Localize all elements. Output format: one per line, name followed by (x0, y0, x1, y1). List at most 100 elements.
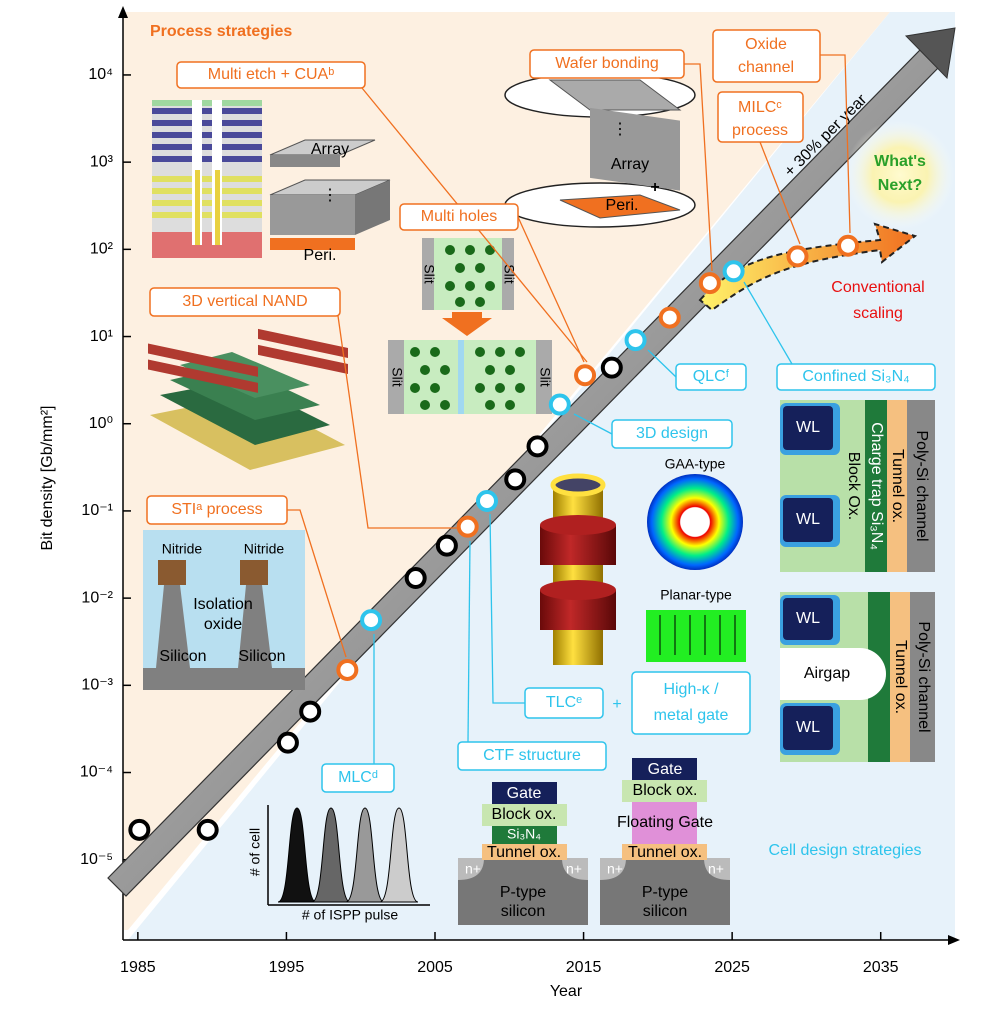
illustration-shape (550, 473, 606, 497)
x-tick-label: 2035 (863, 959, 899, 976)
y-tick-label: 10⁰ (89, 415, 113, 432)
annotation-text: + (612, 696, 621, 713)
y-tick-label: 10⁻⁴ (80, 764, 113, 781)
illustration-shape (783, 706, 833, 750)
annotation-text: silicon (501, 903, 545, 920)
illustration-shape (717, 91, 804, 143)
illustration-shape (152, 156, 262, 162)
illustration-shape (152, 132, 262, 138)
annotation-text: Si₃N₄ (507, 826, 541, 842)
illustration-shape (485, 245, 495, 255)
annotation-text: High-κ / (663, 681, 719, 698)
data-point (658, 306, 681, 329)
annotation-text: P-type (642, 884, 688, 901)
illustration-shape (783, 598, 833, 640)
annotation-text: P-type (500, 884, 546, 901)
data-point (504, 468, 527, 491)
illustration-shape (430, 347, 440, 357)
annotation-text: ⋮ (322, 187, 338, 204)
illustration-shape (422, 238, 434, 310)
data-point (698, 272, 721, 295)
annotation-text: 3D vertical NAND (182, 293, 307, 310)
illustration-shape (482, 804, 567, 826)
group (148, 328, 348, 393)
illustration-shape (258, 328, 348, 358)
illustration-shape (622, 780, 707, 802)
data-point (336, 658, 359, 681)
annotation-text: Floating Gate (617, 814, 713, 831)
illustration-shape (399, 203, 519, 231)
annotation-text: Tunnel ox. (487, 844, 561, 861)
illustration-shape (632, 802, 697, 844)
annotation-text: Multi etch + CUAᵇ (208, 66, 335, 83)
annotation-text: Silicon (159, 648, 206, 665)
annotation-text: Wafer bonding (555, 55, 658, 72)
illustration-shape (632, 758, 697, 780)
illustration-shape (152, 144, 262, 150)
annotation-text: GAA-type (665, 456, 726, 472)
data-point (548, 393, 571, 416)
data-point (786, 245, 809, 268)
illustration-shape (215, 170, 220, 245)
illustration-shape (485, 365, 495, 375)
illustration-shape (647, 474, 743, 570)
x-tick-label: 2025 (714, 959, 750, 976)
annotation-text: process (732, 122, 788, 139)
illustration-shape (311, 807, 351, 903)
x-tick-label: 2015 (566, 959, 602, 976)
x-tick-label: 2005 (417, 959, 453, 976)
annotation-text: 3D design (636, 425, 708, 442)
illustration-shape (152, 176, 262, 182)
y-tick-label: 10⁻¹ (81, 502, 113, 519)
data-point (722, 260, 745, 283)
illustration-shape (495, 347, 505, 357)
illustration-shape (780, 648, 886, 700)
annotation-text: Multi holes (421, 208, 497, 225)
illustration-shape (622, 844, 707, 860)
annotation-text: Tunnel ox. (889, 449, 906, 523)
annotation-text: CTF structure (483, 747, 581, 764)
annotation-text: Tunnel ox. (892, 640, 909, 714)
annotation-text: Slit (501, 264, 517, 284)
data-point (600, 356, 623, 379)
data-point (456, 515, 479, 538)
illustration-shape (505, 400, 515, 410)
illustration-shape (455, 263, 465, 273)
y-tick-label: 10⁻² (81, 589, 113, 606)
illustration-shape (536, 340, 552, 414)
annotation-text: Gate (507, 785, 542, 802)
illustration-shape (270, 155, 340, 167)
data-point (476, 489, 498, 512)
illustration-shape (118, 6, 128, 18)
leader-line (820, 54, 851, 234)
illustration-shape (845, 120, 955, 230)
annotation-text: Block Ox. (845, 452, 862, 520)
illustration-shape (455, 297, 465, 307)
illustration-shape (675, 363, 747, 391)
illustration-shape (152, 108, 262, 114)
annotation-text: TLCᵉ (546, 694, 582, 711)
leader-line (647, 349, 677, 378)
illustration-shape (783, 498, 833, 542)
annotation-text: oxide (204, 616, 242, 633)
leader-line (489, 513, 525, 704)
data-point (435, 534, 458, 557)
group: Process strategies Multi etch + CUAᵇ Waf… (146, 23, 936, 859)
illustration-shape (611, 419, 733, 449)
y-tick-label: 10³ (90, 153, 114, 170)
illustration-shape (492, 826, 557, 844)
group (152, 176, 262, 218)
illustration-shape (524, 687, 604, 719)
illustration-shape (515, 383, 525, 393)
illustration-shape (600, 858, 730, 880)
annotation-text: Conventional (831, 279, 924, 296)
y-tick-label: 10⁴ (88, 66, 113, 83)
illustration-shape (495, 383, 505, 393)
data-point (196, 818, 219, 841)
illustration-shape (321, 763, 395, 793)
annotation-text: Process strategies (150, 23, 292, 40)
x-tick-label: 1995 (269, 959, 305, 976)
annotation-text: n+ (708, 861, 724, 877)
illustration-shape (482, 844, 567, 860)
annotation-text: Confined Si₃N₄ (802, 368, 909, 385)
